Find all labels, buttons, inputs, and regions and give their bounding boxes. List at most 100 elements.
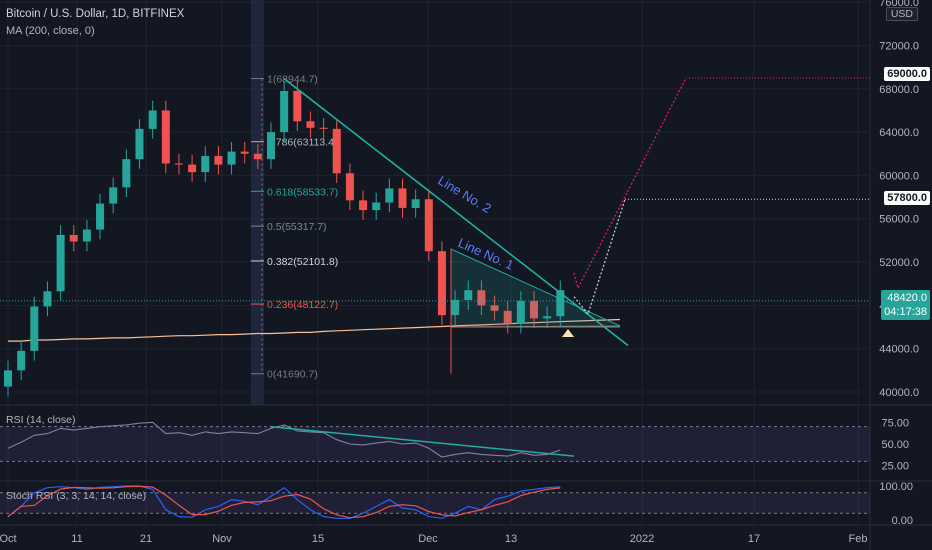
stoch-tick-label: 100.00 [879,481,913,493]
chart-title: Bitcoin / U.S. Dollar, 1D, BITFINEX [6,8,185,20]
candle [477,280,486,316]
candle-body [161,110,170,164]
candle-body [437,251,446,316]
candle-body [319,127,328,129]
candle-body [201,155,210,173]
candle [385,178,394,213]
candle-body [43,291,52,307]
price-tick-label: 40000.0 [879,387,919,399]
candle-body [424,199,433,252]
rsi-line [7,421,561,458]
candle [227,141,236,175]
candle [188,154,197,182]
candle [122,149,131,198]
candle-body [503,310,512,324]
candle [359,190,368,220]
candle [556,280,565,326]
rsi-legend: RSI (14, close) [6,414,76,426]
last-price-tag: 48420.0 04:17:38 [881,290,930,320]
rsi-tick-label: 50.00 [881,439,909,451]
candle [17,341,26,381]
candle-body [188,164,197,173]
candle [69,225,78,252]
candle [372,192,381,220]
time-tick-label: Dec [418,533,438,545]
candle [543,306,552,329]
candle [306,111,315,138]
fib-level-label: 0.5(55317.7) [267,221,327,233]
time-tick-label: Feb [849,533,868,545]
stoch-tick-label: 0.00 [892,515,913,527]
fib-level-label: 0.382(52101.8) [267,256,338,268]
candle [345,163,354,211]
candle [530,291,538,329]
candle-body [385,188,394,203]
candle-body [280,90,289,133]
candle [332,119,341,184]
candle [398,178,407,218]
stoch-k-line [7,485,561,519]
candle-body [293,90,302,122]
stoch-d-line [7,485,561,519]
candle [135,119,144,169]
candle-body [267,132,275,160]
candle-body [411,199,420,208]
candle [319,118,328,139]
candle [82,219,91,252]
price-tick-label: 60000.0 [879,170,919,182]
candle [424,189,433,261]
candle [503,301,512,334]
candle [240,141,249,164]
candle-body [477,290,486,306]
candle-body [556,290,565,317]
stoch-band [0,492,870,514]
candle-body [516,301,525,324]
candle-body [240,151,249,154]
time-tick-label: 17 [748,533,760,545]
fib-level-label: 0.786(63113.4) [267,137,337,149]
candle-body [109,187,118,204]
time-tick-label: 21 [140,533,152,545]
fib-level-label: 0(41690.7) [267,369,318,381]
candle [96,193,105,240]
marker-triangle [562,329,574,338]
target-1-tag: 69000.0 [884,67,930,81]
candle-body [227,151,236,165]
time-tick-label: Oct [0,533,17,545]
candle [148,100,157,139]
candle-body [306,121,315,128]
candle-body [122,159,131,188]
candle [267,122,275,169]
price-tick-label: 68000.0 [879,84,919,96]
candle-body [398,188,407,208]
candle [4,360,12,397]
projection-path-2 [573,77,687,290]
price-tick-label: 52000.0 [879,257,919,269]
candle-body [4,370,12,387]
fib-level-label: 0.236(48122.7) [267,299,338,311]
candle [174,153,183,175]
rsi-tick-label: 75.00 [881,417,909,429]
price-tick-label: 76000.0 [879,0,919,9]
candle-body [543,316,552,319]
candle-body [464,290,473,300]
candle-body [359,200,368,211]
candle [56,225,65,302]
candle [201,146,210,182]
rsi-band [0,426,870,462]
bar-countdown: 04:17:38 [884,306,927,318]
candle [280,81,289,142]
fib-level-label: 0.618(58533.7) [267,186,338,198]
candle-body [148,110,157,129]
candle-body [214,155,223,165]
currency-badge[interactable]: USD [885,7,918,21]
candle [437,241,446,325]
target-2-tag: 57800.0 [884,191,930,205]
candle-body [69,234,78,242]
price-tick-label: 44000.0 [879,344,919,356]
candle-body [372,202,381,211]
rsi-trend-line [269,425,575,457]
